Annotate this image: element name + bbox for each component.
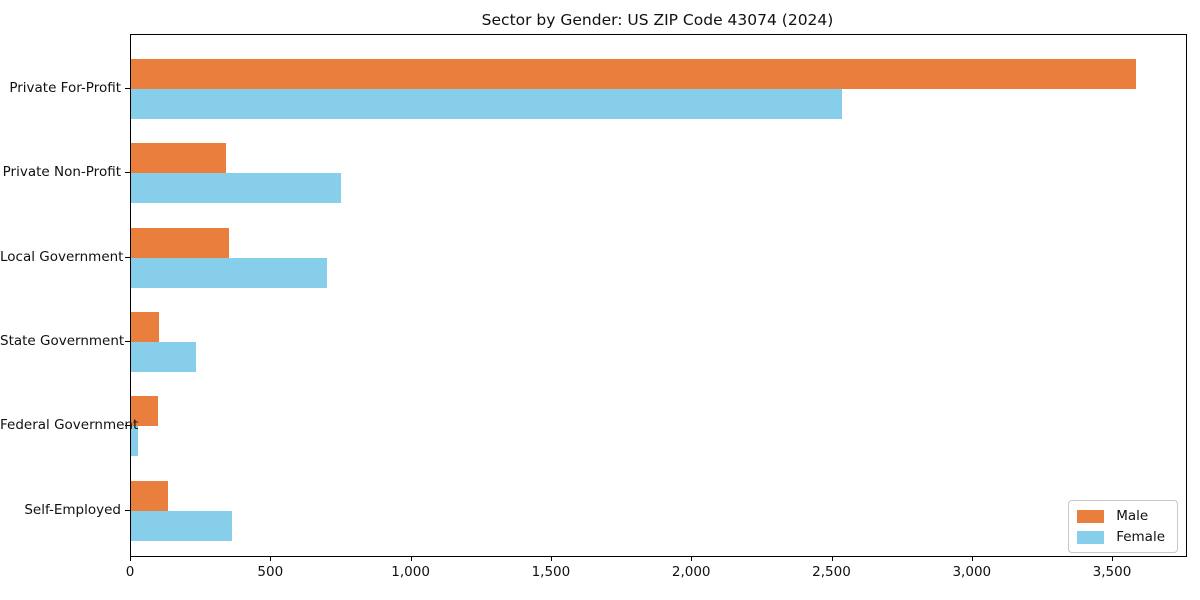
x-tick-mark	[1112, 556, 1114, 561]
x-tick-mark	[410, 556, 412, 561]
bar-male-5	[131, 396, 158, 427]
legend-label: Female	[1116, 529, 1165, 545]
x-axis-label: 500	[257, 564, 284, 580]
x-tick-mark	[831, 556, 833, 561]
y-tick-mark	[125, 256, 130, 258]
x-tick-mark	[691, 556, 693, 561]
x-axis-label: 1,000	[391, 564, 430, 580]
legend-swatch-male	[1077, 509, 1105, 523]
legend-swatch-female	[1077, 530, 1105, 544]
bar-male-1	[131, 59, 1136, 89]
y-tick-mark	[125, 425, 130, 427]
legend: Male Female	[1068, 500, 1178, 553]
bar-female-2	[131, 173, 342, 204]
x-axis-label: 2,500	[812, 564, 851, 580]
plot-area: Male Female	[130, 34, 1187, 557]
y-axis-label: State Government	[0, 332, 125, 349]
y-axis-label: Local Government	[0, 248, 124, 265]
x-axis-label: 3,500	[1092, 564, 1132, 580]
x-axis-label: 2,000	[671, 564, 711, 580]
x-axis-label: 0	[125, 564, 135, 580]
x-tick-mark	[130, 556, 132, 561]
bar-female-3	[131, 257, 328, 288]
y-axis-label: Private For-Profit	[9, 80, 121, 96]
legend-item-male: Male	[1077, 508, 1165, 524]
y-tick-mark	[125, 88, 130, 90]
y-axis-label: Self-Employed	[24, 501, 121, 518]
legend-item-female: Female	[1077, 529, 1165, 545]
bar-female-1	[131, 89, 843, 119]
x-tick-mark	[550, 556, 553, 561]
x-axis-label: 1,500	[531, 564, 571, 580]
x-axis-label: 3,000	[952, 564, 992, 580]
x-tick-mark	[971, 556, 973, 561]
chart-title: Sector by Gender: US ZIP Code 43074 (202…	[481, 11, 834, 29]
bar-female-4	[131, 341, 196, 372]
y-tick-mark	[125, 509, 130, 511]
bar-female-6	[131, 510, 232, 541]
y-axis-label: Private Non-Profit	[2, 164, 121, 181]
y-tick-mark	[125, 340, 130, 343]
legend-label: Male	[1116, 508, 1149, 524]
x-tick-mark	[270, 556, 272, 561]
y-axis-label: Federal Government	[0, 417, 139, 434]
bar-male-3	[131, 227, 230, 258]
bar-male-2	[131, 143, 227, 174]
bar-male-6	[131, 480, 168, 511]
y-tick-mark	[125, 172, 130, 174]
bar-female-5	[131, 426, 138, 457]
bar-male-4	[131, 311, 160, 342]
